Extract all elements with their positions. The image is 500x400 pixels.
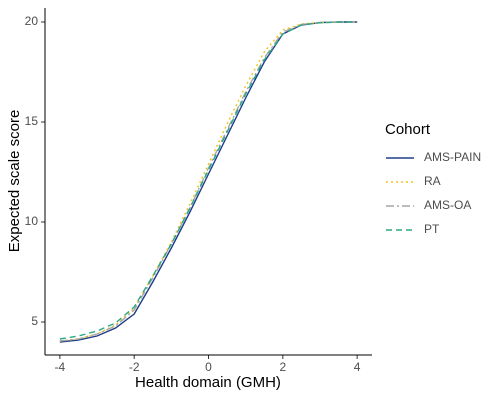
- legend-label: RA: [424, 174, 441, 188]
- y-tick-label: 10: [25, 214, 39, 228]
- series-line: [59, 21, 358, 343]
- x-tick-label: 0: [205, 360, 212, 374]
- x-axis-label: Health domain (GMH): [135, 374, 281, 391]
- series-line: [59, 21, 358, 342]
- legend-label: PT: [424, 222, 440, 236]
- x-tick-label: 2: [279, 360, 286, 374]
- y-tick-label: 5: [31, 314, 38, 328]
- x-tick-label: -4: [55, 360, 66, 374]
- legend-label: AMS-PAIN: [424, 150, 481, 164]
- y-tick-label: 15: [25, 114, 39, 128]
- y-tick-label: 20: [25, 14, 39, 28]
- x-tick-label: 4: [354, 360, 361, 374]
- x-tick-label: -2: [129, 360, 140, 374]
- series-line: [59, 21, 358, 340]
- y-axis-label: Expected scale score: [6, 110, 23, 253]
- legend-title: Cohort: [385, 121, 431, 138]
- legend-label: AMS-OA: [424, 198, 471, 212]
- series-line: [59, 21, 358, 342]
